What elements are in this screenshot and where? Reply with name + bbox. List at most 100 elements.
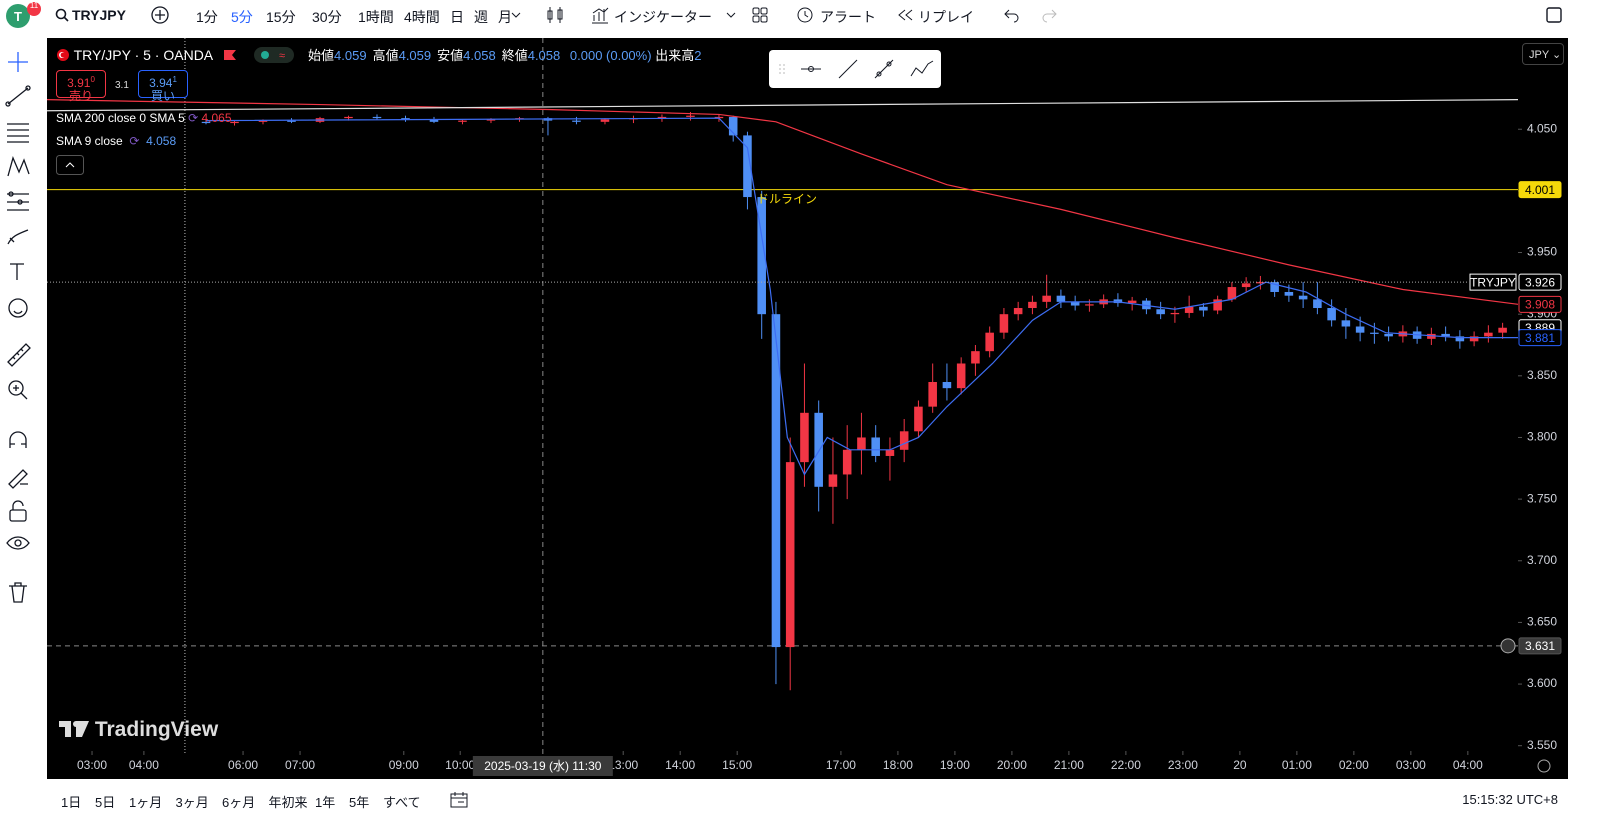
alert-icon	[797, 7, 813, 23]
delete-tool[interactable]	[9, 582, 27, 603]
volume-label: 出来高	[655, 48, 695, 63]
projection-tool[interactable]	[7, 191, 29, 211]
candle-body	[1313, 299, 1322, 309]
interval[interactable]: 15分	[266, 9, 296, 25]
crosshair-price-box	[1518, 637, 1562, 655]
candle-body	[1256, 282, 1265, 284]
candle-body	[287, 120, 296, 122]
candle-body	[842, 449, 852, 475]
study-0: SMA 200 close 0 SMA 5 ⟳ 4.065	[56, 111, 232, 125]
alert[interactable]: アラート	[820, 9, 876, 25]
y-tick-label: 3.750	[1527, 491, 1557, 505]
goto-date[interactable]	[449, 790, 469, 810]
interval[interactable]: 4時間	[404, 9, 440, 25]
buy-button[interactable]: 3.941 買い	[138, 70, 188, 103]
interval[interactable]: 5分	[231, 9, 253, 25]
buy-label: 買い	[150, 89, 175, 103]
ohlc-label: 安値	[437, 48, 464, 63]
flag-marker[interactable]	[223, 49, 237, 61]
ohlc-value: 4.058	[463, 48, 496, 63]
y-tick-label: 3.700	[1527, 553, 1557, 567]
currency-selector[interactable]: JPY ⌄	[1522, 43, 1564, 65]
x-tick-label: 01:00	[1282, 758, 1312, 772]
svg-text:T: T	[14, 9, 22, 24]
range[interactable]: 6ヶ月	[222, 795, 256, 810]
range[interactable]: 3ヶ月	[175, 795, 209, 810]
undo[interactable]	[1003, 7, 1021, 23]
x-tick-label: 19:00	[940, 758, 970, 772]
x-tick-label: 04:00	[129, 758, 159, 772]
top-toolbar: T 11 TRYJPY 1分 5分 15分 30分 1時間 4時間日週月 インジケーター …	[0, 0, 1598, 30]
candle-body	[1284, 291, 1294, 296]
pattern-tool[interactable]	[7, 156, 30, 177]
lock-drawing-tool[interactable]	[8, 469, 28, 489]
x-tick-label: 17:00	[826, 758, 856, 772]
settings[interactable]	[1537, 759, 1551, 773]
candle-body	[885, 449, 895, 456]
candle-body	[1327, 308, 1336, 321]
interval[interactable]: 1分	[196, 9, 218, 25]
trend-line-tool[interactable]	[5, 85, 31, 107]
add-symbol[interactable]	[150, 5, 170, 25]
candle-body	[429, 119, 439, 122]
x-tick-label: 22:00	[1111, 758, 1141, 772]
interval[interactable]: 日	[450, 9, 464, 25]
brush-tool[interactable]	[7, 229, 29, 245]
range[interactable]: 1日	[61, 795, 82, 810]
magnet-tool[interactable]	[9, 431, 27, 448]
crosshair-tool[interactable]	[8, 52, 28, 72]
range[interactable]: 1ヶ月	[129, 795, 163, 810]
redo[interactable]	[1040, 7, 1058, 23]
candle-body	[985, 332, 994, 352]
range[interactable]: 5日	[95, 795, 116, 810]
collapse-button[interactable]	[56, 155, 84, 175]
interval[interactable]: 1時間	[358, 9, 394, 25]
crosshair-time-box	[472, 756, 613, 776]
study-value: 4.058	[146, 134, 177, 148]
candle-body	[914, 406, 923, 432]
fib-tool[interactable]	[7, 123, 29, 143]
hline-value-box	[1518, 181, 1562, 199]
symbol[interactable]: TRYJPY	[72, 7, 126, 23]
candle-body	[572, 120, 581, 122]
sell-button[interactable]: 3.910 売り	[56, 70, 106, 103]
y-tick-label: 3.550	[1527, 738, 1557, 752]
range[interactable]: 1年	[315, 795, 336, 810]
text-tool[interactable]	[10, 263, 24, 280]
badge: 11	[29, 1, 39, 10]
interval[interactable]: 月	[498, 9, 512, 25]
line	[47, 99, 1519, 305]
add-alert	[1500, 638, 1516, 654]
range[interactable]: 5年	[349, 795, 370, 810]
symbol-tag: TRYJPY	[1470, 275, 1516, 289]
candle-body	[201, 121, 211, 124]
replay[interactable]: リプレイ	[918, 9, 974, 25]
visibility-tool[interactable]	[6, 536, 30, 550]
dropdown[interactable]	[725, 9, 737, 21]
x-tick-label: 15:00	[722, 758, 752, 772]
study-value: 4.065	[201, 111, 232, 125]
sell-label: 売り	[68, 89, 93, 103]
ruler-tool[interactable]	[7, 343, 31, 367]
emoji-tool[interactable]	[8, 298, 28, 318]
lock-tool[interactable]	[9, 500, 27, 522]
candle-body	[401, 118, 410, 120]
layouts[interactable]	[751, 6, 769, 24]
study-name: SMA 200 close 0 SMA 5	[56, 111, 185, 125]
candle-body	[928, 381, 937, 407]
dropdown[interactable]	[510, 9, 522, 21]
interval[interactable]: 週	[474, 9, 488, 25]
candle-body	[743, 135, 752, 198]
range[interactable]: すべて	[383, 795, 421, 810]
range[interactable]: 年初来	[268, 795, 308, 810]
drawing-float-toolbar	[769, 50, 941, 88]
buy-price: 3.94	[149, 76, 173, 90]
fullscreen[interactable]	[1545, 6, 1563, 24]
search-icon	[55, 8, 69, 22]
chart-type[interactable]	[546, 5, 564, 25]
zoom-tool[interactable]	[8, 380, 28, 400]
interval[interactable]: 30分	[312, 9, 342, 25]
candle-body	[1370, 332, 1379, 334]
avatar[interactable]: T	[4, 2, 44, 30]
indicators[interactable]: インジケーター	[614, 9, 712, 25]
